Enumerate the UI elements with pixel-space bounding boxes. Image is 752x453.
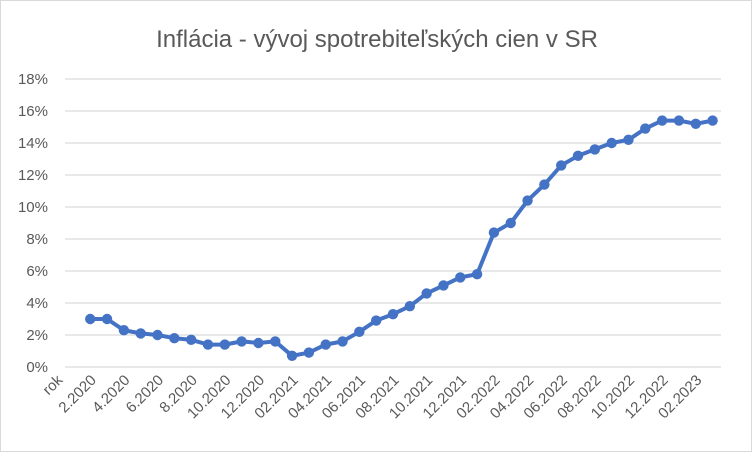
data-point xyxy=(202,339,214,350)
y-tick-label: 2% xyxy=(26,327,48,344)
chart-title: Inflácia - vývoj spotrebiteľských cien v… xyxy=(156,26,598,53)
data-point xyxy=(471,269,483,280)
y-tick-label: 12% xyxy=(18,167,48,184)
data-point xyxy=(320,339,331,350)
data-point xyxy=(505,217,516,229)
data-point xyxy=(118,325,130,336)
data-point xyxy=(303,347,315,358)
data-point xyxy=(253,337,264,349)
data-point xyxy=(640,123,651,134)
data-point xyxy=(589,144,601,155)
data-point xyxy=(690,118,701,129)
data-point xyxy=(572,150,584,161)
data-point xyxy=(656,115,668,126)
y-tick-label: 16% xyxy=(18,103,48,120)
data-point xyxy=(556,160,567,171)
data-point xyxy=(135,328,146,339)
y-tick-label: 10% xyxy=(18,199,48,216)
data-point xyxy=(421,288,432,299)
data-point xyxy=(286,350,298,361)
data-point xyxy=(370,315,382,326)
data-point xyxy=(539,179,550,190)
data-point xyxy=(455,272,466,283)
data-point xyxy=(101,313,113,325)
series-line xyxy=(90,118,713,358)
data-point xyxy=(707,115,718,126)
data-point xyxy=(387,309,399,320)
y-tick-label: 0% xyxy=(26,359,48,376)
y-tick-label: 6% xyxy=(26,263,48,280)
y-tick-label: 4% xyxy=(26,295,48,312)
data-point xyxy=(219,339,230,350)
data-point xyxy=(522,195,533,206)
data-point xyxy=(185,334,197,345)
data-point xyxy=(85,313,96,325)
data-point xyxy=(169,333,180,344)
y-tick-label: 14% xyxy=(18,135,48,152)
data-point xyxy=(354,326,365,337)
data-point xyxy=(270,336,281,347)
y-tick-label: 8% xyxy=(26,231,48,248)
data-point xyxy=(438,280,449,291)
y-tick-label: 18% xyxy=(18,71,48,88)
data-point xyxy=(404,301,416,312)
data-point xyxy=(673,115,685,126)
data-point xyxy=(152,329,163,341)
data-point xyxy=(606,137,617,149)
data-point xyxy=(488,227,500,238)
data-point xyxy=(623,134,634,145)
data-point xyxy=(337,336,348,347)
data-point xyxy=(236,336,247,347)
